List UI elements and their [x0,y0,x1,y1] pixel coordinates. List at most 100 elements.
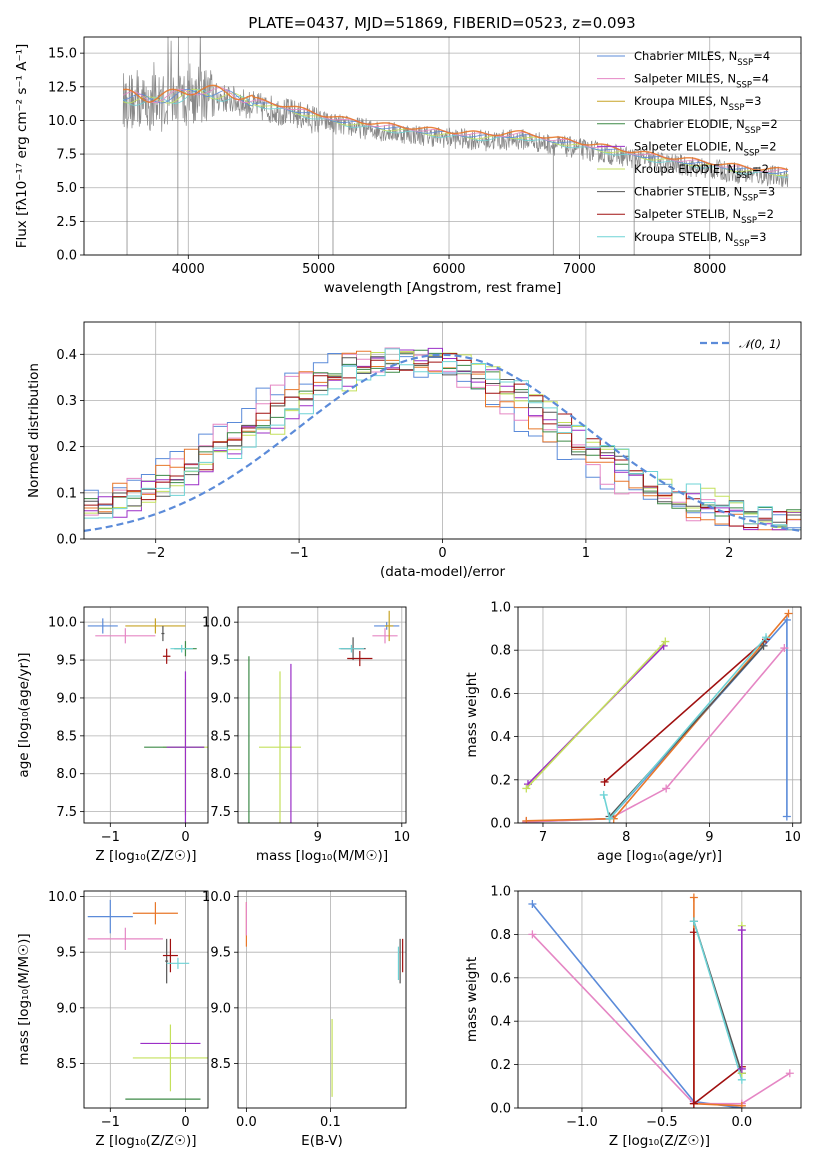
x-tick-label: 0.1 [320,1115,341,1130]
x-tick-label: 10 [784,830,801,845]
y-tick-label: 9.0 [210,691,231,706]
x-tick-label: −1.0 [566,1115,598,1130]
y-tick-label: 7.5 [210,805,231,820]
x-tick-label: 7000 [563,262,596,277]
mass-weight-marker [528,930,537,939]
y-tick-label: 8.5 [210,729,231,744]
plot-frame [83,36,802,256]
legend-ssp-count: 4 [763,49,770,63]
legend-entry: Chabrier ELODIE, NSSP=2 [634,117,778,136]
mass-weight-marker [780,644,789,653]
y-tick-label: 7.5 [56,805,77,820]
x-axis-label: Z [log₁₀(Z/Z☉)] [95,1133,196,1149]
errorbar-points [87,618,208,823]
legend-series-name: Chabrier ELODIE [634,117,729,131]
y-tick-label: 9.5 [210,654,231,669]
mass-weight-line [602,636,767,821]
mass-weight-line [693,932,743,1106]
errorbar-points [248,610,400,823]
y-tick-label: 15.0 [48,47,77,62]
gaussian-curve [84,353,801,532]
mass-weight-marker [522,784,531,793]
x-tick-label: 8 [622,830,630,845]
plot-frame [517,606,802,824]
mass-weight-marker [737,1064,746,1073]
y-axis-label: mass weight [464,957,480,1042]
x-tick-label: 5000 [302,262,335,277]
y-tick-label: 10.0 [48,114,77,129]
mass-weight-marker [662,784,671,793]
legend-ssp-count: 2 [769,139,776,153]
legend-series-name: Salpeter STELIB [634,207,725,221]
mass-weight-lines [522,609,793,823]
x-axis-label: (data-model)/error [380,564,506,580]
x-tick-label: −2 [146,546,165,561]
mass-weight-marker [689,917,698,926]
x-tick-label: 4000 [172,262,205,277]
legend-series-name: Chabrier STELIB [634,185,726,199]
x-axis-label: Z [log₁₀(Z/Z☉)] [609,1133,710,1149]
mass-weight-line [526,612,790,822]
x-tick-label: −1 [101,830,120,845]
x-axis-label: age [log₁₀(age/yr)] [597,848,722,864]
x-axis-label: Z [log₁₀(Z/Z☉)] [95,848,196,864]
mass-weight-line [604,638,767,783]
mass-weight-marker [782,812,791,821]
y-tick-label: 0.0 [490,817,511,832]
mass-weight-line [526,647,786,823]
y-tick-label: 0.6 [490,687,511,702]
mass-weight-marker [762,633,771,642]
mass-weight-marker [605,814,614,823]
x-tick-label: 6000 [432,262,465,277]
x-tick-label: 0.0 [731,1115,752,1130]
residual-histograms [84,347,801,532]
x-axis-label: mass [log₁₀(M/M☉)] [256,848,388,864]
y-axis-label: age [log₁₀(age/yr)] [16,652,32,777]
y-tick-label: 0.1 [56,486,77,501]
y-tick-label: 8.5 [56,1057,77,1072]
y-axis-label: Flux [fλ10⁻¹⁷ erg cm⁻² s⁻¹ A⁻¹] [14,44,30,249]
x-axis-label: E(B-V) [301,1133,343,1149]
x-tick-label: 7 [539,830,547,845]
y-tick-label: 12.5 [48,80,77,95]
y-tick-label: 9.0 [56,1001,77,1016]
y-tick-label: 9.5 [56,654,77,669]
mass-weight-marker [600,777,609,786]
mass-weight-marker [661,637,670,646]
legend-ssp-count: 2 [770,117,777,131]
mass-weight-marker [737,1101,746,1108]
y-axis-label: mass [log₁₀(M/M☉)] [16,933,32,1065]
x-tick-label: 0.0 [236,1115,257,1130]
legend-ssp-count: 3 [768,185,775,199]
x-tick-label: −1 [290,546,309,561]
mass-weight-line [525,641,666,789]
y-tick-label: 10.0 [48,890,77,905]
y-tick-label: 0.8 [490,928,511,943]
y-tick-label: 10.0 [48,616,77,631]
mass-weight-marker [759,641,768,650]
y-tick-label: 1.0 [490,885,511,900]
mass-weight-marker [782,615,791,624]
y-tick-label: 0.6 [490,971,511,986]
y-tick-label: 8.5 [56,729,77,744]
legend-ssp-count: 3 [759,230,766,244]
y-tick-label: 0.2 [56,440,77,455]
legend-entry: Salpeter STELIB, NSSP=2 [634,207,774,226]
legend-entry: Chabrier STELIB, NSSP=3 [634,185,775,204]
x-tick-label: 0 [438,546,446,561]
legend-entry: Kroupa MILES, NSSP=3 [634,94,761,113]
mass-weight-lines [528,893,794,1108]
y-tick-label: 9.5 [56,946,77,961]
legend-entry: 𝒩(0, 1) [739,337,781,351]
plot-frame [83,321,802,540]
legend-series-name: Kroupa ELODIE [634,162,720,176]
mass-weight-line [531,933,791,1105]
plot-frame [83,890,209,1109]
legend-series-name: Kroupa MILES [634,94,713,108]
legend-ssp-count: 2 [762,162,769,176]
y-tick-label: 0.4 [56,348,77,363]
x-tick-label: 0 [181,1115,189,1130]
mass-weight-marker [528,900,537,909]
y-tick-label: 2.5 [56,215,77,230]
